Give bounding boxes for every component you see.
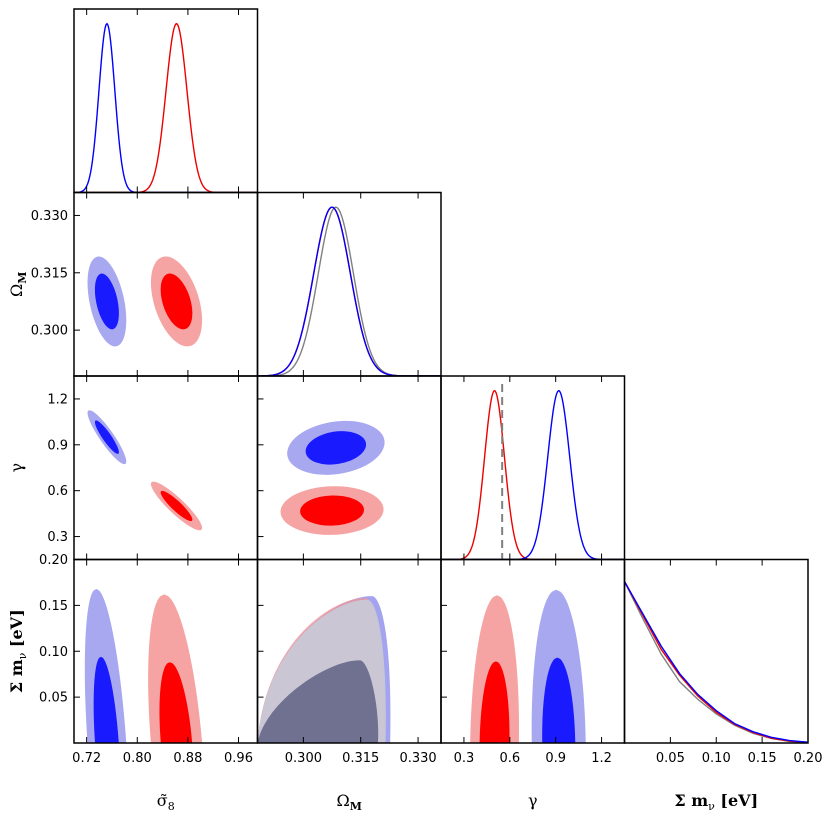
- x-tick-label-mnu: 0.15: [748, 751, 777, 766]
- contour-omegam-gamma-1: [300, 495, 365, 526]
- y-axis-label-mnu: Σ mν [eV]: [7, 609, 29, 693]
- x-axis-label-mnu: Σ mν [eV]: [674, 791, 758, 813]
- contour-sigma8-omegam-0: [94, 273, 119, 330]
- mnu-curve-2: [624, 581, 808, 743]
- mnu-contour-sigma8-1: [159, 662, 193, 743]
- x-axis-label-sigma8: σ̃8: [157, 791, 175, 813]
- y-tick-label-gamma: 0.6: [47, 484, 68, 499]
- x-tick-label-omegam: 0.330: [399, 751, 436, 766]
- panel-omegam-mnu: [257, 596, 391, 743]
- mnu-contour-sigma8-0: [93, 656, 119, 743]
- panel-sigma8_omegam: [87, 256, 203, 347]
- x-axis-label-omegam: ΩM: [337, 791, 362, 813]
- marginal-omegam: [257, 206, 441, 376]
- panel-frame-3-3: [623, 558, 809, 744]
- y-tick-label-gamma: 0.3: [47, 530, 68, 545]
- panel-sigma8-mnu: [84, 588, 203, 743]
- contour-sigma8-omegam-1: [160, 273, 193, 330]
- x-tick-label-sigma8: 0.88: [173, 751, 202, 766]
- x-tick-label-mnu: 0.05: [656, 751, 685, 766]
- contour-sigma8-gamma-1: [160, 490, 193, 522]
- mnu-contour-gamma-0: [542, 657, 576, 743]
- panel-frame-2-0: [73, 375, 259, 561]
- marginal-curve-omegam-0: [257, 206, 441, 376]
- marginal-curve-gamma-1: [441, 389, 625, 560]
- marginal-curve-sigma8-1: [74, 22, 258, 193]
- mnu-omegam-contour: [257, 660, 379, 743]
- panel-frame-1-1: [256, 191, 442, 377]
- marginal-curve-omegam-1: [257, 206, 441, 376]
- x-tick-label-sigma8: 0.80: [123, 751, 152, 766]
- y-axis-label-gamma: γ: [7, 463, 26, 473]
- y-tick-label-gamma: 1.2: [47, 392, 68, 407]
- x-tick-label-gamma: 0.6: [499, 751, 520, 766]
- mnu-curve-0: [624, 581, 808, 743]
- y-tick-label-gamma: 0.9: [47, 438, 68, 453]
- y-tick-label-omegam: 0.315: [31, 266, 68, 281]
- y-axis-label-omegam: ΩM: [7, 272, 29, 297]
- x-axis-label-gamma: γ: [528, 791, 538, 810]
- x-tick-label-gamma: 0.9: [545, 751, 566, 766]
- x-tick-label-sigma8: 0.72: [72, 751, 101, 766]
- y-tick-label-omegam: 0.330: [31, 209, 68, 224]
- y-tick-label-mnu: 0.20: [39, 553, 68, 568]
- panel-frame-2-2: [440, 375, 626, 561]
- y-tick-label-mnu: 0.05: [39, 691, 68, 706]
- mnu-contour-gamma-1: [479, 661, 510, 743]
- marginal-curve-gamma-0: [441, 389, 625, 560]
- x-tick-label-mnu: 0.10: [702, 751, 731, 766]
- panel-gamma-mnu: [470, 589, 586, 743]
- marginal-gamma: [441, 389, 625, 560]
- marginal-curve-omegam-2: [257, 206, 441, 376]
- marginal-curve-sigma8-0: [74, 22, 258, 193]
- panel-omegam_gamma: [280, 420, 385, 535]
- x-tick-label-sigma8: 0.96: [224, 751, 253, 766]
- x-tick-label-mnu: 0.20: [794, 751, 823, 766]
- y-tick-label-omegam: 0.300: [31, 324, 68, 339]
- x-tick-label-omegam: 0.315: [342, 751, 379, 766]
- contour-sigma8-gamma-0: [94, 420, 119, 454]
- contour-omegam-gamma-0: [305, 431, 367, 465]
- y-tick-label-mnu: 0.10: [39, 645, 68, 660]
- x-tick-label-omegam: 0.300: [285, 751, 322, 766]
- marginal-sigma8: [74, 22, 258, 193]
- panel-frame-0-0: [73, 8, 259, 194]
- marginal-mnu: [624, 581, 808, 743]
- x-tick-label-gamma: 0.3: [454, 751, 475, 766]
- y-tick-label-mnu: 0.15: [39, 599, 68, 614]
- mnu-curve-1: [624, 581, 808, 743]
- panel-sigma8_gamma: [87, 410, 203, 531]
- x-tick-label-gamma: 1.2: [591, 751, 612, 766]
